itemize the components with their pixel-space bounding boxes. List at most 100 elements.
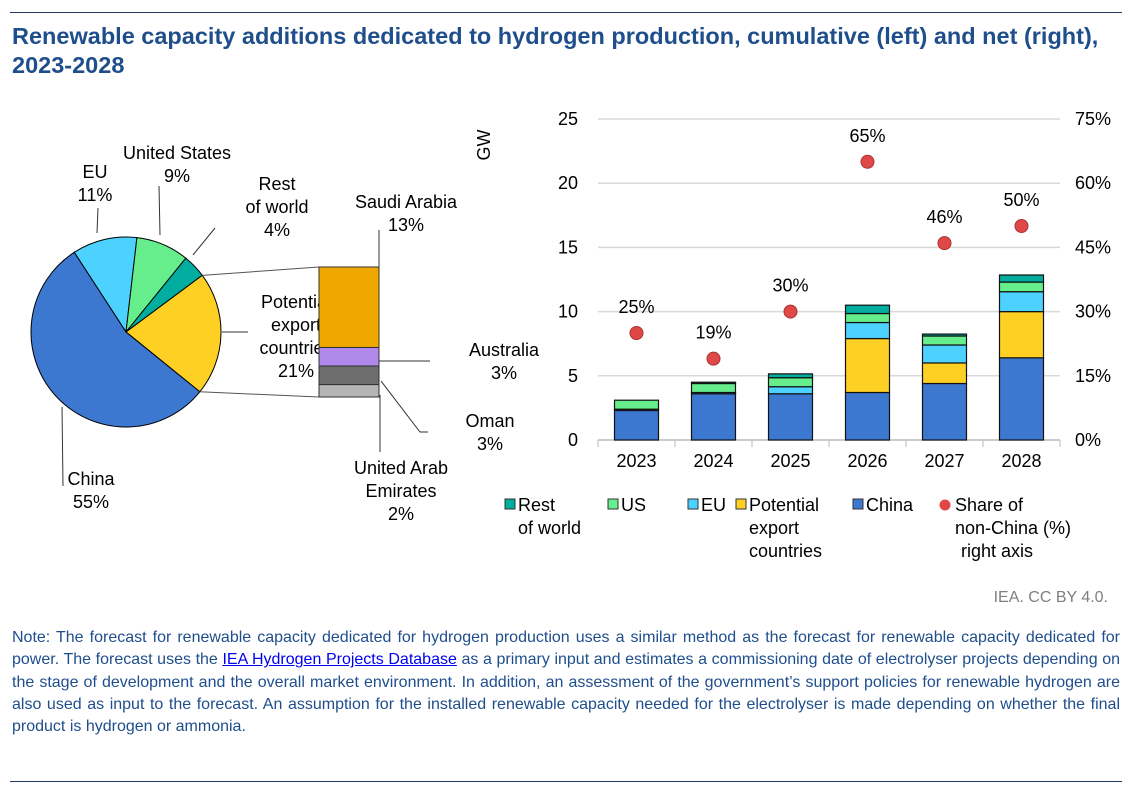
pie-label-3-line: Potential <box>261 292 331 312</box>
pie-label-2: Rest of world 4% <box>245 174 308 240</box>
breakdown-label-1-line: Australia <box>469 340 540 360</box>
y-tick-label: 10 <box>558 302 578 322</box>
bar-potential-export-countries-2026 <box>844 337 891 394</box>
pie-label-4-line: 55% <box>73 492 109 512</box>
pie-label-4-line: China <box>67 469 115 489</box>
pie-label-1: United States 9% <box>123 143 231 186</box>
pie-label-0-line: 11% <box>78 185 113 205</box>
bar-eu-2028 <box>998 291 1045 313</box>
breakdown-segment-oman <box>318 365 380 386</box>
legend-label-line: non-China (%) <box>955 518 1071 538</box>
pie-label-0-line: EU <box>82 162 107 182</box>
bar-china-2028 <box>998 357 1045 441</box>
breakdown-label-2-line: 3% <box>477 434 503 454</box>
legend-swatch-potential-export-countries <box>735 498 747 510</box>
legend-label-line: EU <box>701 495 726 515</box>
pie-label-1-line: United States <box>123 143 231 163</box>
top-rule <box>10 12 1122 13</box>
y2-tick-label: 0% <box>1075 430 1101 450</box>
y2-tick-label: 75% <box>1075 109 1111 129</box>
bar-rest-of-world-2028 <box>998 274 1045 283</box>
legend-swatch-eu <box>687 498 699 510</box>
credit: IEA. CC BY 4.0. <box>993 589 1108 606</box>
legend-label-line: of world <box>518 518 581 538</box>
bottom-rule <box>10 781 1122 782</box>
x-tick-label: 2024 <box>693 451 733 471</box>
breakdown-label-3: United Arab Emirates 2% <box>354 458 448 524</box>
y-tick-label: 15 <box>558 237 578 257</box>
pie-label-3: Potential export countries 21% <box>259 292 332 381</box>
legend-swatch-rest-of-world <box>504 498 516 510</box>
bar-rest-of-world-2025 <box>767 373 814 379</box>
share-data-label: 65% <box>849 126 885 146</box>
legend-label-line: export <box>749 518 799 538</box>
leader-line <box>158 185 161 236</box>
pie-label-2-line: Rest <box>258 174 295 194</box>
legend-label-line: China <box>866 495 914 515</box>
pie-label-3-line: 21% <box>278 361 314 381</box>
legend-swatch-us <box>607 498 619 510</box>
bar-china-2027 <box>921 382 968 441</box>
legend-label: Potential export countries <box>749 495 822 561</box>
y2-tick-label: 60% <box>1075 173 1111 193</box>
bar-eu-2026 <box>844 321 891 340</box>
x-tick-label: 2027 <box>924 451 964 471</box>
legend-label: China <box>866 495 914 515</box>
y-tick-label: 5 <box>568 366 578 386</box>
pie-label-1-line: 9% <box>164 166 190 186</box>
breakdown-label-3-line: 2% <box>388 504 414 524</box>
bar-rest-of-world-2026 <box>844 304 891 315</box>
bar-rest-of-world-2024 <box>690 381 737 385</box>
share-data-label: 50% <box>1003 190 1039 210</box>
breakdown-segment-saudi-arabia <box>318 266 380 348</box>
bar-us-2024 <box>690 382 737 394</box>
legend-label-line: countries <box>749 541 822 561</box>
breakdown-label-0: Saudi Arabia 13% <box>355 192 458 235</box>
breakdown-label-3-line: Emirates <box>365 481 436 501</box>
legend-label: US <box>621 495 646 515</box>
note-text-2: as a primary input and estimates a commi… <box>12 651 1121 736</box>
y2-tick-label: 15% <box>1075 366 1111 386</box>
pie-label-2-line: 4% <box>264 220 290 240</box>
pie-label-4: China 55% <box>67 469 115 512</box>
share-data-label: 19% <box>695 323 731 343</box>
breakdown-label-1: Australia 3% <box>469 340 540 383</box>
pie-label-3-line: countries <box>259 338 332 358</box>
bar-rest-of-world-2027 <box>921 333 968 337</box>
legend-swatch-china <box>852 498 864 510</box>
pie-label-3-line: export <box>271 315 321 335</box>
legend-marker-share <box>939 499 951 511</box>
x-tick-label: 2026 <box>847 451 887 471</box>
bar-china-2023 <box>613 409 660 441</box>
breakdown-label-0-line: Saudi Arabia <box>355 192 458 212</box>
legend-label-line: right axis <box>961 541 1033 561</box>
bar-us-2027 <box>921 335 968 346</box>
legend-label-share: Share of non-China (%) right axis <box>955 495 1071 561</box>
leader-line <box>96 207 99 234</box>
bar-us-2028 <box>998 281 1045 293</box>
legend-label-line: Rest <box>518 495 555 515</box>
breakdown-label-2: Oman 3% <box>465 411 514 454</box>
bar-us-2026 <box>844 312 891 324</box>
bar-potential-export-countries-2027 <box>921 362 968 385</box>
bar-eu-2027 <box>921 344 968 364</box>
x-tick-label: 2025 <box>770 451 810 471</box>
note-text-1: Note: The forecast for renewable capacit… <box>12 629 1120 669</box>
pie-slice-eu <box>73 236 138 334</box>
bar-china-2026 <box>844 391 891 441</box>
share-point-2023 <box>629 326 644 340</box>
share-data-label: 25% <box>618 297 654 317</box>
chart-title: Renewable capacity additions dedicated t… <box>12 23 1099 78</box>
database-link[interactable]: IEA Hydrogen Projects Database <box>222 651 457 669</box>
legend-label-line: US <box>621 495 646 515</box>
y-axis-label: GW <box>474 129 494 160</box>
leader-line <box>192 227 216 256</box>
legend-label: EU <box>701 495 726 515</box>
share-data-label: 46% <box>926 207 962 227</box>
y-tick-label: 0 <box>568 430 578 450</box>
pie-label-0: EU 11% <box>78 162 113 205</box>
leader-line <box>380 380 428 433</box>
bar-china-2024 <box>690 393 737 441</box>
breakdown-label-2-line: Oman <box>465 411 514 431</box>
